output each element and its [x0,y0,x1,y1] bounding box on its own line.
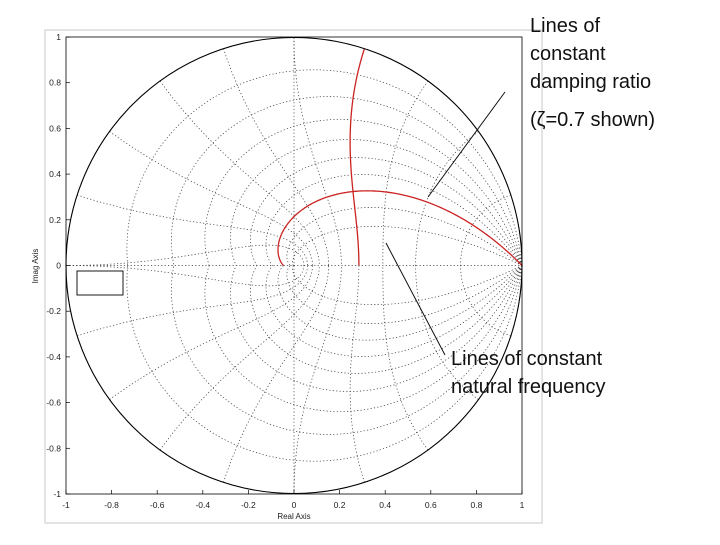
y-tick-label: 0 [56,261,61,271]
natural-frequency-curve [77,194,308,266]
x-tick-label: -0.2 [241,500,256,510]
x-tick-label: 0.4 [379,500,391,510]
damping-ratio-line [292,265,523,306]
x-tick-label: -0.6 [150,500,165,510]
damping-line-3: damping ratio [530,71,651,93]
y-tick-label: 1 [56,32,61,42]
y-axis-title: Imag Axis [31,249,40,284]
y-tick-label: 0.8 [49,78,61,88]
zgrid-lines [65,37,523,494]
damping-line-1: Lines of [530,15,600,37]
x-tick-label: 0.2 [334,500,346,510]
natural-frequency-curve [293,37,342,266]
y-tick-label: 0.4 [49,169,61,179]
natural-frequency-curve [223,48,329,266]
natural-frequency-curve [109,131,313,266]
x-axis-ticks: -1 -0.8 -0.6 -0.4 -0.2 0 0.2 0.4 0.6 0.8 1 [62,490,525,510]
natural-frequency-curve [223,265,329,483]
damping-ratio-line [230,265,523,392]
x-tick-label: 0.6 [425,500,437,510]
natural-frequency-curve [109,265,313,400]
damping-pointer-line [427,91,506,198]
natural-frequency-curve [460,194,511,266]
damping-ratio-line [265,174,523,266]
y-tick-label: -0.6 [46,398,61,408]
highlighted-curves [277,48,523,266]
damping-line-4: (ζ=0.7 shown) [530,109,655,131]
natural-frequency-curve [415,131,479,266]
x-tick-label: -0.4 [195,500,210,510]
x-tick-label: 0.8 [470,500,482,510]
frequency-pointer-line [385,242,446,356]
x-axis-title: Real Axis [277,512,310,521]
plot-frame [44,29,543,524]
y-tick-label: 0.2 [49,215,61,225]
natural-frequency-highlight [349,48,366,266]
damping-ratio-line [286,207,523,266]
x-tick-label: 0 [292,500,297,510]
damping-annotation: Lines of constant damping ratio (ζ=0.7 s… [530,15,655,131]
damping-ratio-highlight [277,190,523,266]
legend-box [76,270,124,296]
damping-line-2: constant [530,43,606,65]
damping-ratio-line [204,265,523,412]
natural-frequency-curve [65,265,305,287]
y-axis-ticks: 1 0.8 0.6 0.4 0.2 0 -0.2 -0.4 -0.6 -0.8 -1 [46,32,70,499]
frequency-line-2: natural frequency [451,376,606,398]
damping-ratio-line [265,265,523,357]
damping-ratio-line [286,265,523,324]
y-tick-label: -0.8 [46,443,61,453]
natural-frequency-curve [65,244,305,266]
frequency-line-1: Lines of constant [451,348,603,370]
damping-ratio-line [126,265,523,462]
x-tick-label: -1 [62,500,70,510]
natural-frequency-curve [77,265,308,337]
natural-frequency-curve [415,265,479,400]
x-tick-label: 1 [520,500,525,510]
frequency-annotation: Lines of constant natural frequency [451,348,606,398]
y-tick-label: -0.2 [46,306,61,316]
natural-frequency-curve [460,265,511,337]
damping-ratio-line [292,225,523,266]
y-tick-label: -0.4 [46,352,61,362]
y-tick-label: -1 [53,489,61,499]
natural-frequency-curve [293,265,342,494]
damping-ratio-line [126,69,523,266]
y-tick-label: 0.6 [49,123,61,133]
x-tick-label: -0.8 [104,500,119,510]
